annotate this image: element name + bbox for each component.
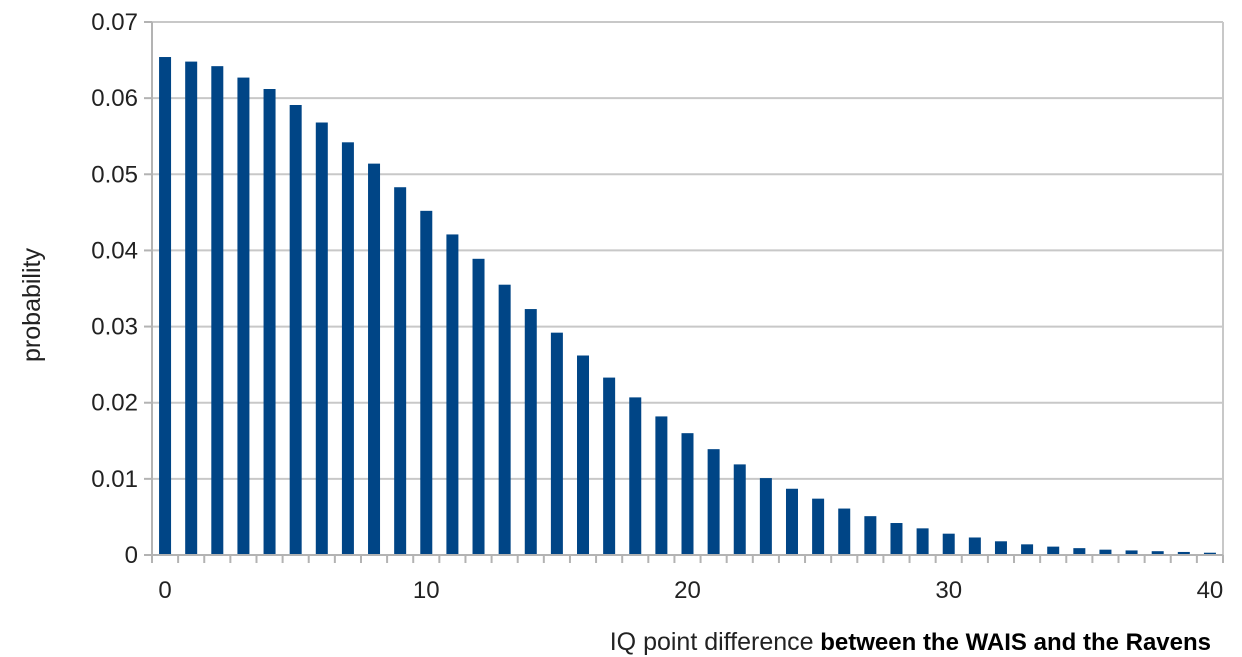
bar-8 <box>368 163 381 555</box>
x-tick-labels: 0 10 20 30 40 <box>158 577 1223 604</box>
bar-16 <box>577 355 590 555</box>
y-tick-label: 0 <box>125 542 138 569</box>
bar-39 <box>1177 551 1190 555</box>
gridlines <box>152 21 1224 556</box>
bar-30 <box>942 533 955 555</box>
bar-1 <box>185 61 198 555</box>
bar-3 <box>237 77 250 555</box>
bar-24 <box>785 488 798 555</box>
bar-27 <box>864 516 877 555</box>
bar-19 <box>655 416 668 555</box>
bar-26 <box>838 508 851 555</box>
y-tick-label: 0.02 <box>91 390 138 417</box>
y-axis-label: probability <box>18 248 46 362</box>
y-tick-label: 0.07 <box>91 9 138 36</box>
bar-28 <box>890 523 903 555</box>
bar-31 <box>968 537 981 555</box>
bar-15 <box>550 332 563 555</box>
bar-23 <box>759 478 772 555</box>
y-tick-labels: 0 0.01 0.02 0.03 0.04 0.05 0.06 0.07 <box>91 9 138 569</box>
bar-5 <box>289 104 302 555</box>
y-tick-label: 0.01 <box>91 466 138 493</box>
x-tick-label: 40 <box>1197 577 1224 604</box>
x-tick-label: 20 <box>674 577 701 604</box>
bar-7 <box>341 142 354 555</box>
bar-25 <box>812 498 825 555</box>
x-axis-label-part1: IQ point difference <box>610 628 814 656</box>
bar-40 <box>1203 552 1216 555</box>
bar-14 <box>524 309 537 555</box>
x-tick-label: 30 <box>935 577 962 604</box>
bar-20 <box>681 433 694 555</box>
axes <box>144 21 1224 563</box>
bar-4 <box>263 89 276 556</box>
bar-34 <box>1047 546 1060 555</box>
bar-9 <box>394 187 407 556</box>
y-tick-label: 0.06 <box>91 85 138 112</box>
x-axis-label: IQ point difference between the WAIS and… <box>610 628 1211 656</box>
bar-18 <box>629 397 642 555</box>
bar-29 <box>916 528 929 555</box>
bar-33 <box>1021 544 1034 555</box>
x-tick-label: 0 <box>158 577 171 604</box>
bar-2 <box>211 66 224 556</box>
bar-6 <box>315 122 328 555</box>
bar-21 <box>707 449 720 555</box>
bar-11 <box>446 234 459 555</box>
y-tick-label: 0.03 <box>91 314 138 341</box>
bar-38 <box>1151 551 1164 555</box>
bar-13 <box>498 284 511 555</box>
bar-36 <box>1099 549 1112 555</box>
x-axis-label-part2: between the WAIS and the Ravens <box>814 629 1211 656</box>
bar-32 <box>994 541 1007 555</box>
bar-10 <box>420 210 433 555</box>
bar-35 <box>1073 548 1086 555</box>
bar-17 <box>603 377 616 555</box>
x-tick-label: 10 <box>413 577 440 604</box>
bar-0 <box>159 57 172 555</box>
y-tick-label: 0.05 <box>91 161 138 188</box>
bar-37 <box>1125 550 1138 555</box>
bars <box>159 57 1216 556</box>
y-tick-label: 0.04 <box>91 237 138 264</box>
bar-12 <box>472 258 485 555</box>
bar-22 <box>733 464 746 555</box>
